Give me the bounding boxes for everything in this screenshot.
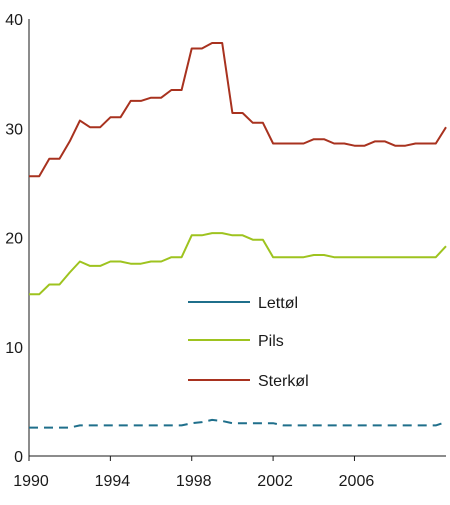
y-tick-label: 40 <box>5 12 23 29</box>
x-tick-label: 1990 <box>13 473 49 490</box>
series-line-pils <box>29 232 447 296</box>
series-line-lettøl <box>29 418 447 429</box>
y-tick-label: 20 <box>5 231 23 248</box>
x-tick-label: 2006 <box>339 473 375 490</box>
y-tick-label: 10 <box>5 340 23 357</box>
legend: Lettøl Pils Sterkøl <box>188 295 309 390</box>
y-tick-label: 30 <box>5 121 23 138</box>
y-tick-label: 0 <box>14 449 23 466</box>
series-lines <box>29 42 447 429</box>
x-tick-label: 1994 <box>95 473 131 490</box>
axes <box>28 19 446 461</box>
legend-label-sterkøl: Sterkøl <box>258 373 309 390</box>
x-tick-label: 1998 <box>176 473 212 490</box>
legend-label-pils: Pils <box>258 333 284 350</box>
tick-labels: 0 10 20 30 40 1990 1994 1998 2002 2006 <box>5 12 374 490</box>
x-tick-label: 2002 <box>257 473 293 490</box>
legend-label-lettøl: Lettøl <box>258 295 298 312</box>
series-line-sterkøl <box>29 42 447 178</box>
